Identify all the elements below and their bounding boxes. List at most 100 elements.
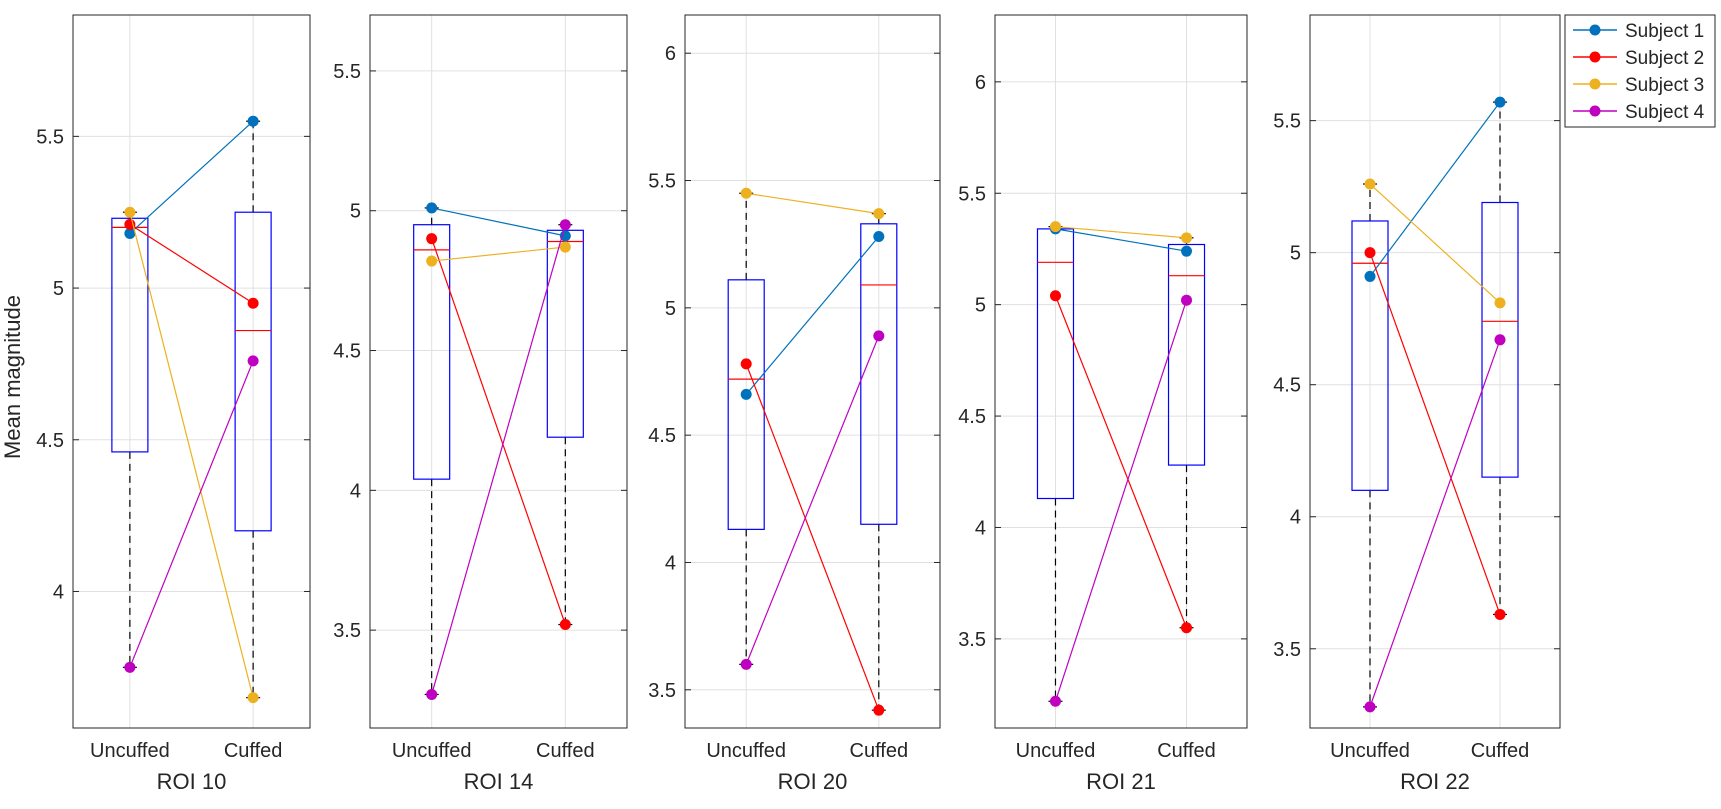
- y-tick-label: 5.5: [958, 183, 986, 205]
- legend-label: Subject 3: [1625, 75, 1704, 96]
- data-point-subject-1: [426, 202, 438, 214]
- box: [546, 229, 584, 438]
- legend-box: [1564, 14, 1716, 128]
- series-line-subject-4: [431, 224, 566, 695]
- y-tick-label: 4: [53, 581, 64, 603]
- x-tick-label: Cuffed: [1157, 740, 1216, 762]
- data-point-subject-3: [1364, 178, 1376, 190]
- y-tick-label: 3.5: [333, 620, 361, 642]
- series-line-subject-3: [129, 212, 254, 698]
- x-tick-label: Uncuffed: [706, 740, 786, 762]
- data-point-subject-4: [1494, 334, 1506, 346]
- data-point-subject-4: [247, 355, 259, 367]
- series-line-subject-4: [1054, 300, 1188, 702]
- series-line-subject-4: [745, 335, 880, 665]
- series-line-subject-2: [1369, 252, 1501, 615]
- data-point-subject-4: [426, 688, 438, 700]
- series-line-subject-1: [431, 207, 566, 237]
- series-line-subject-3: [746, 192, 879, 215]
- axes-frame: [72, 14, 311, 729]
- data-point-subject-4: [1181, 294, 1193, 306]
- series-line-subject-2: [431, 238, 566, 625]
- data-point-subject-2: [1364, 247, 1376, 259]
- y-tick-label: 5.5: [333, 61, 361, 83]
- data-point-subject-2: [1494, 608, 1506, 620]
- x-axis-label: ROI 14: [464, 769, 534, 794]
- data-point-subject-4: [1049, 695, 1061, 707]
- x-tick-label: Cuffed: [850, 740, 909, 762]
- y-tick-label: 4.5: [1273, 375, 1301, 397]
- data-point-subject-1: [1494, 96, 1506, 108]
- axes-frame: [684, 14, 941, 729]
- series-line-subject-4: [1369, 339, 1501, 708]
- x-tick-label: Uncuffed: [1016, 740, 1096, 762]
- data-point-subject-3: [124, 206, 136, 218]
- legend-marker: [1589, 78, 1601, 90]
- y-tick-label: 6: [975, 72, 986, 94]
- data-point-subject-3: [1494, 297, 1506, 309]
- series-line-subject-2: [745, 363, 880, 711]
- box: [1481, 201, 1519, 478]
- x-tick-label: Uncuffed: [90, 740, 170, 762]
- series-line-subject-1: [129, 120, 254, 234]
- y-tick-label: 4: [1290, 507, 1301, 529]
- x-tick-label: Uncuffed: [392, 740, 472, 762]
- data-point-subject-2: [1049, 290, 1061, 302]
- series-line-subject-3: [1055, 226, 1187, 239]
- legend-label: Subject 4: [1625, 102, 1705, 123]
- y-axis-label: Mean magnitude: [0, 295, 25, 459]
- y-tick-label: 4.5: [333, 341, 361, 363]
- legend-marker: [1589, 105, 1601, 117]
- data-point-subject-1: [1181, 245, 1193, 257]
- legend-label: Subject 2: [1625, 48, 1704, 69]
- series-line-subject-3: [431, 246, 566, 262]
- data-point-subject-4: [124, 661, 136, 673]
- x-tick-label: Cuffed: [224, 740, 283, 762]
- data-point-subject-4: [1364, 701, 1376, 713]
- panel-roi-10: 4 4.5 5 5.5 Uncuffed Cuffed ROI 10: [36, 14, 311, 794]
- y-tick-label: 5.5: [1273, 111, 1301, 133]
- data-point-subject-3: [1049, 221, 1061, 233]
- x-tick-label: Cuffed: [536, 740, 595, 762]
- x-axis-label: ROI 21: [1086, 769, 1156, 794]
- box: [860, 223, 898, 525]
- data-point-subject-2: [247, 297, 259, 309]
- series-line-subject-4: [129, 360, 254, 668]
- legend-marker: [1589, 51, 1601, 63]
- y-tick-label: 4: [350, 480, 361, 502]
- y-tick-label: 4.5: [958, 406, 986, 428]
- box: [413, 224, 451, 480]
- y-tick-label: 5: [975, 295, 986, 317]
- legend: Subject 1 Subject 2 Subject 3 Subject 4: [1564, 14, 1716, 128]
- x-axis-label: ROI 22: [1400, 769, 1470, 794]
- x-axis-label: ROI 10: [157, 769, 227, 794]
- data-point-subject-1: [124, 227, 136, 239]
- x-tick-label: Cuffed: [1471, 740, 1530, 762]
- legend-label: Subject 1: [1625, 21, 1704, 42]
- series-line-subject-1: [1369, 101, 1501, 277]
- data-point-subject-4: [873, 330, 885, 342]
- x-tick-label: Uncuffed: [1330, 740, 1410, 762]
- data-point-subject-3: [426, 255, 438, 267]
- series-line-subject-2: [129, 223, 254, 304]
- y-tick-label: 5.5: [36, 126, 64, 148]
- axes-frame: [1309, 14, 1561, 729]
- axes-frame: [369, 14, 628, 729]
- series-line-subject-2: [1054, 295, 1188, 628]
- y-tick-label: 5: [1290, 243, 1301, 265]
- box: [727, 279, 765, 530]
- y-tick-label: 4.5: [648, 425, 676, 447]
- x-axis-label: ROI 20: [778, 769, 848, 794]
- y-tick-label: 5: [350, 201, 361, 223]
- y-tick-label: 5: [665, 298, 676, 320]
- data-point-subject-1: [740, 388, 752, 400]
- y-tick-label: 6: [665, 43, 676, 65]
- data-point-subject-4: [740, 658, 752, 670]
- data-point-subject-3: [559, 241, 571, 253]
- panels: 4 4.5 5 5.5 Uncuffed Cuffed ROI 10 3.5 4 4.5 5 5.5 U…: [36, 14, 1561, 794]
